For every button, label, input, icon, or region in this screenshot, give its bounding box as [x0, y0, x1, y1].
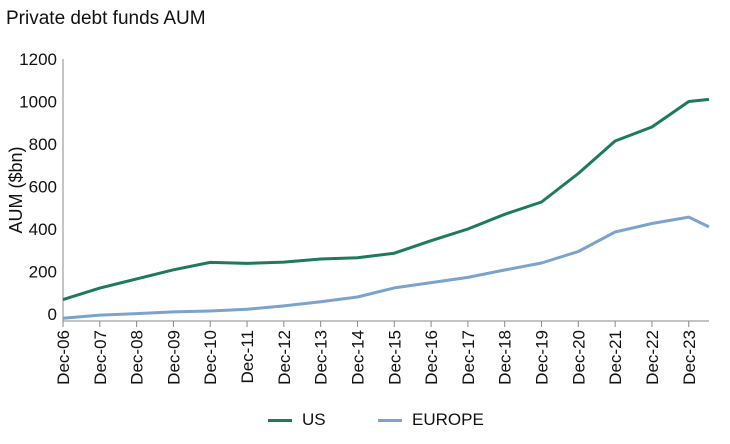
x-tick-label: Dec-20: [569, 330, 588, 385]
x-tick-label: Dec-16: [422, 330, 441, 385]
x-tick-label: Dec-07: [91, 330, 110, 385]
y-tick-label: 400: [29, 220, 57, 239]
y-tick-label: 1000: [19, 93, 57, 112]
x-tick-label: Dec-22: [643, 330, 662, 385]
legend-swatch-europe: [378, 418, 402, 422]
y-tick-label: 1200: [19, 50, 57, 69]
x-tick-label: Dec-21: [606, 330, 625, 385]
y-tick-label: 200: [29, 263, 57, 282]
series-lines: [62, 97, 710, 320]
legend-label-us: US: [302, 410, 326, 429]
x-tick-label: Dec-19: [533, 330, 552, 385]
legend-item-us: US: [268, 410, 326, 430]
x-tick-label: Dec-08: [128, 330, 147, 385]
legend-item-europe: EUROPE: [378, 410, 484, 430]
y-axis-label: AUM ($bn): [6, 146, 26, 233]
legend-swatch-us: [268, 418, 292, 422]
x-tick-label: Dec-10: [201, 330, 220, 385]
x-tick-label: Dec-18: [496, 330, 515, 385]
x-tick-label: Dec-09: [164, 330, 183, 385]
chart-title: Private debt funds AUM: [6, 8, 206, 29]
x-tick-label: Dec-14: [348, 330, 367, 385]
x-tick-label: Dec-15: [385, 330, 404, 385]
x-tick-label: Dec-11: [238, 330, 257, 384]
x-tick-label: Dec-17: [459, 330, 478, 385]
series-line-europe: [62, 215, 710, 320]
y-tick-label: 800: [29, 135, 57, 154]
axes: [62, 59, 709, 322]
y-axis-ticks: 0 200 400 600 800 1000 1200: [19, 50, 57, 324]
x-axis-ticks: Dec-06 Dec-07 Dec-08 Dec-09 Dec-10 Dec-11 Dec-…: [54, 321, 699, 385]
legend-label-europe: EUROPE: [412, 410, 484, 429]
x-tick-label: Dec-06: [54, 330, 73, 385]
y-tick-label: 0: [48, 305, 57, 324]
x-tick-label: Dec-12: [275, 330, 294, 385]
legend: US EUROPE: [0, 410, 730, 436]
x-tick-label: Dec-13: [312, 330, 331, 385]
x-tick-label: Dec-23: [680, 330, 699, 385]
y-tick-label: 600: [29, 178, 57, 197]
series-line-us: [62, 97, 710, 302]
